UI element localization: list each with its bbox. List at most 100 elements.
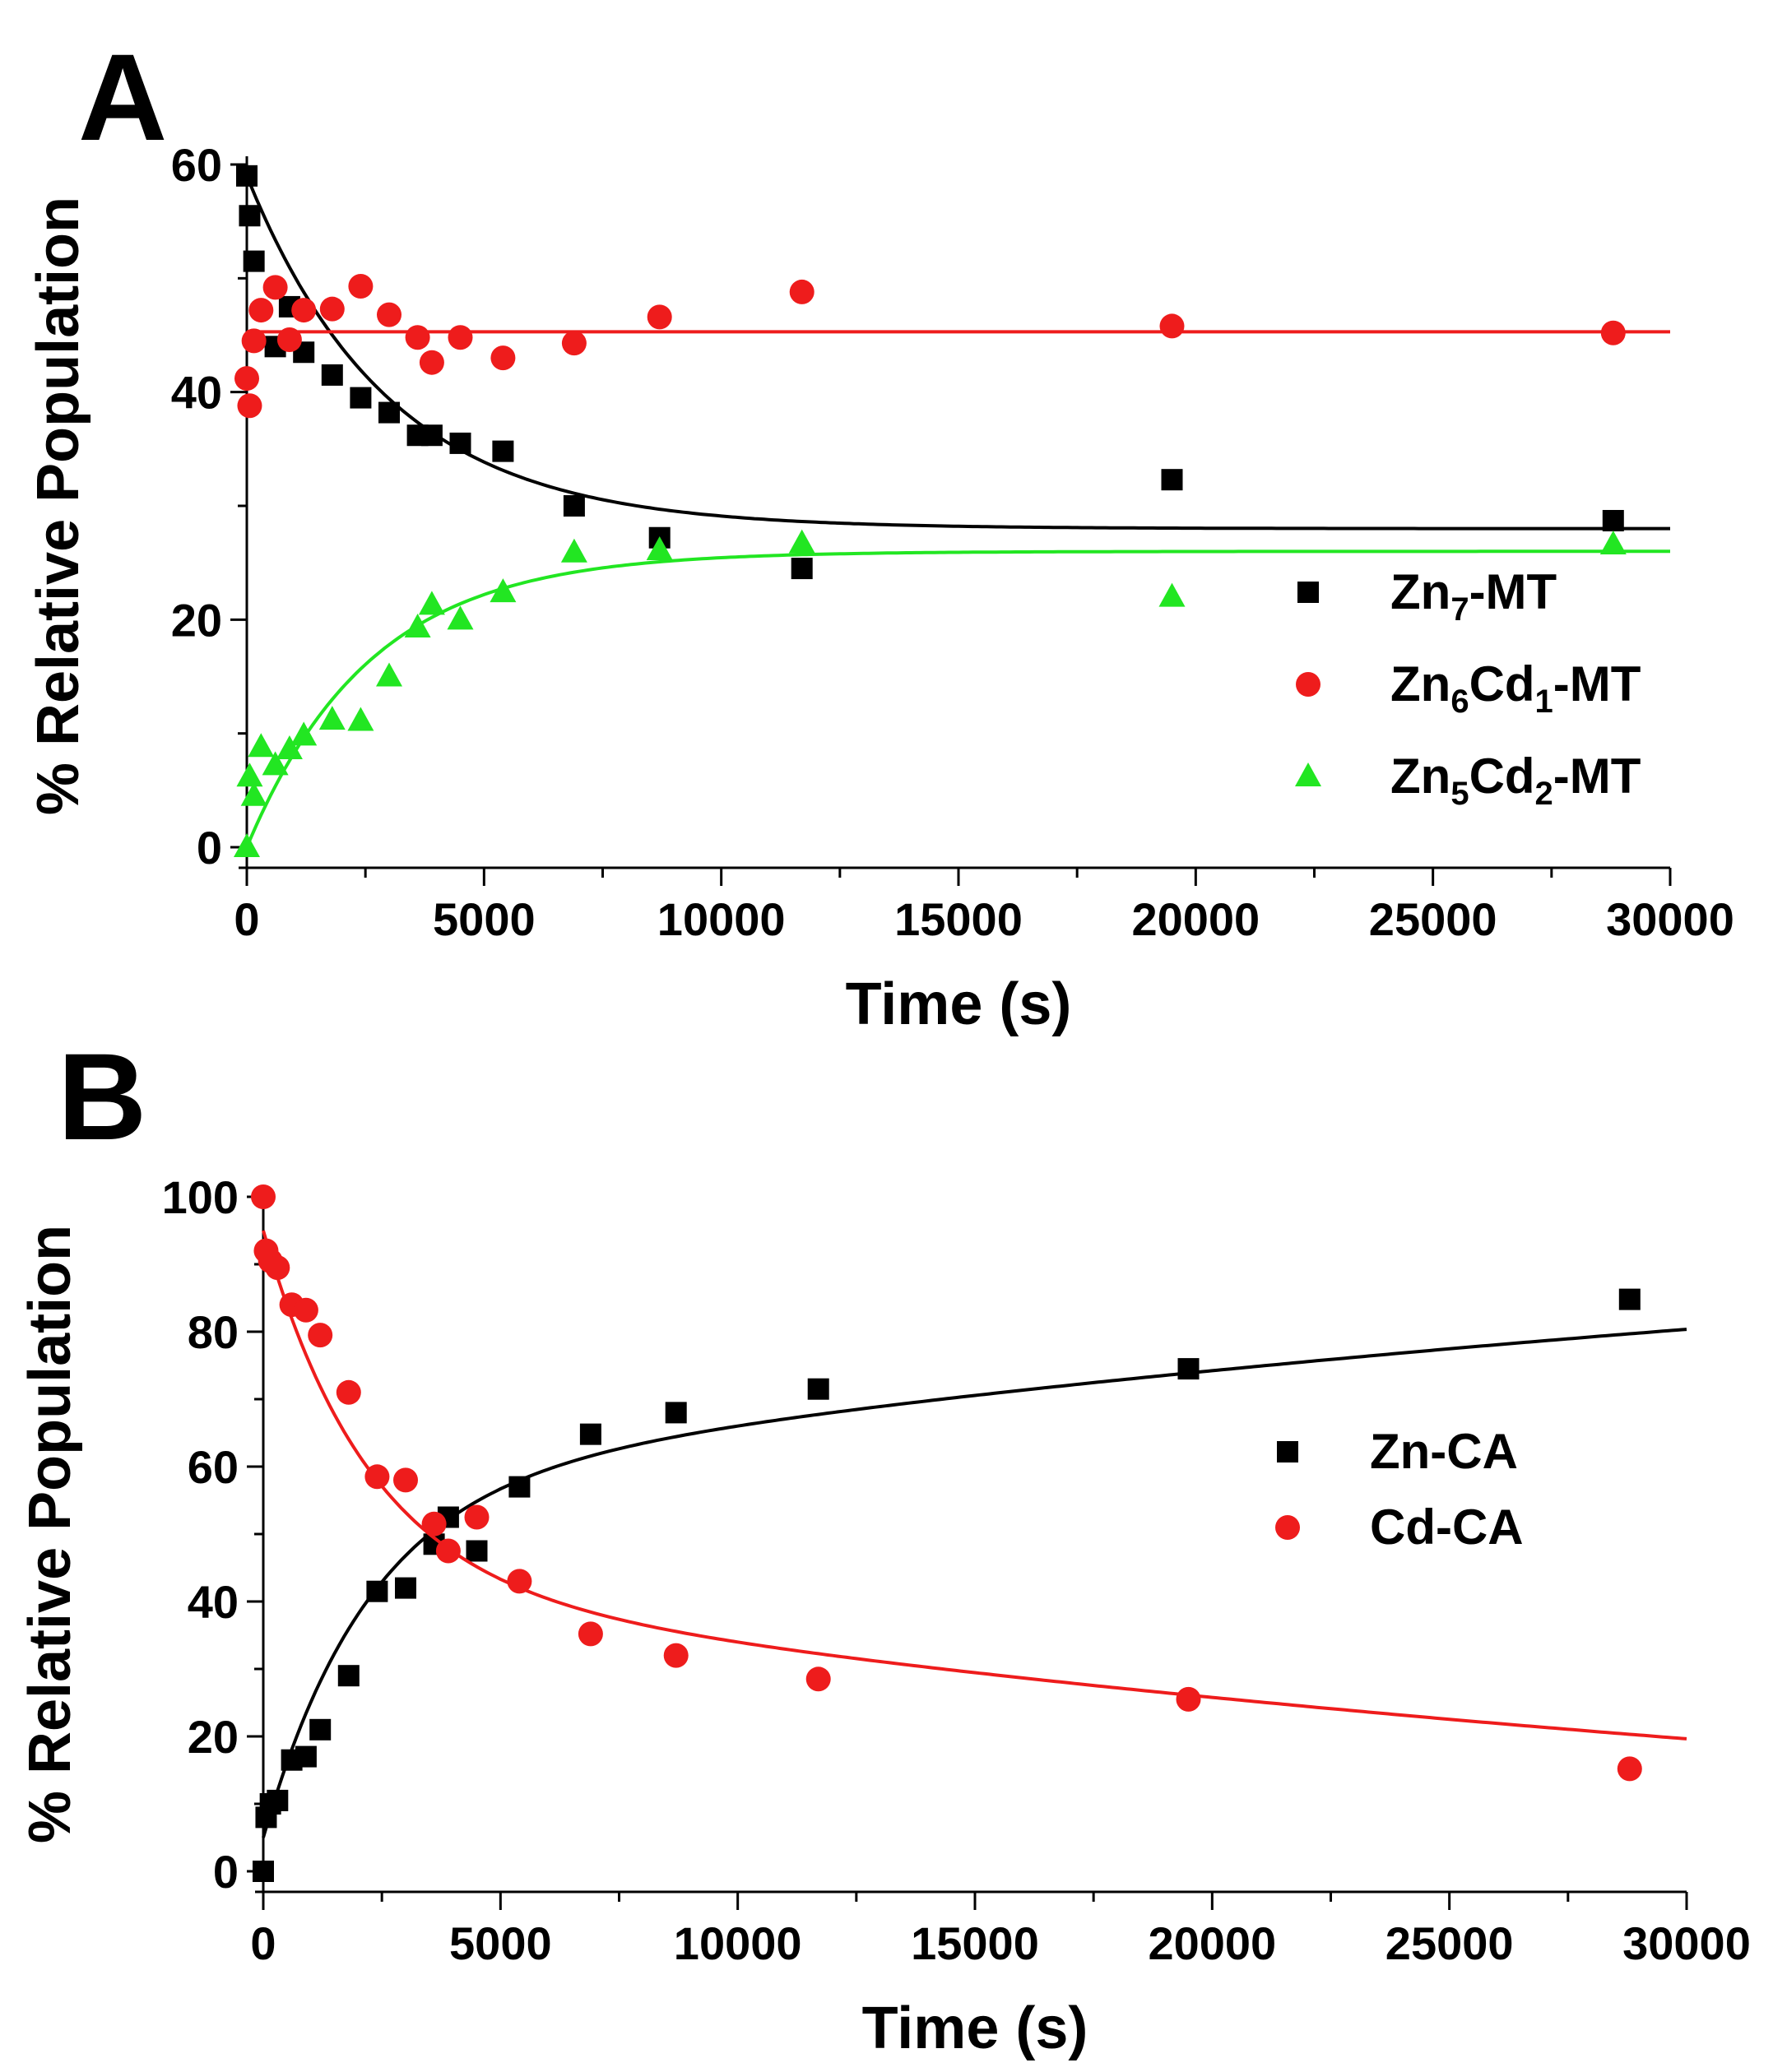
legend-label: Zn5Cd2-MT [1390,749,1641,812]
legend-entry: Zn-CA [1277,1424,1518,1479]
data-point [1159,313,1185,339]
data-point [321,364,343,386]
legend-label: Zn6Cd1-MT [1390,656,1641,720]
data-point [378,401,400,424]
data-point [253,1861,274,1882]
data-point [1602,509,1624,531]
data-point [248,298,274,323]
data-point [234,366,259,392]
data-point [309,1718,332,1741]
data-point [578,1621,603,1647]
data-point [350,387,372,409]
data-point [791,558,813,580]
data-point [318,706,346,730]
data-point [336,1379,361,1405]
data-point [1158,582,1186,607]
y-tick-label: 40 [188,1576,239,1628]
data-point [492,440,514,462]
data-point [366,1580,388,1602]
data-point [236,165,258,187]
legend-label: Zn-CA [1370,1424,1518,1479]
x-tick-label: 20000 [1131,893,1260,945]
y-tick-label: 20 [188,1711,239,1763]
data-point [395,1577,416,1599]
fit-line [245,175,1670,531]
x-tick-label: 10000 [657,893,786,945]
data-point [579,1423,601,1445]
data-point [405,325,430,350]
legend-entry: Cd-CA [1275,1500,1524,1555]
x-axis-title: Time (s) [862,1996,1088,2061]
data-point [490,578,517,603]
data-point [337,1665,360,1687]
data-point [805,1666,831,1692]
x-tick-label: 25000 [1385,1917,1514,1969]
x-tick-label: 10000 [674,1917,802,1969]
data-point [290,721,318,746]
data-point [507,1569,532,1594]
data-point [1617,1756,1642,1782]
series-Zn-CA [253,1288,1687,1882]
data-point [291,298,317,323]
chart-panel-A: A 0 5000 10000 15000 20000 25000 30000 0 20 40 60 Ti… [26,28,1734,1037]
data-point [404,614,431,638]
legend-label: Cd-CA [1370,1500,1524,1555]
data-point [364,1464,390,1490]
data-point [393,1467,418,1493]
x-axis-title: Time (s) [846,971,1072,1037]
data-point [466,1540,488,1562]
data-point [251,1184,276,1209]
data-point [241,328,267,354]
data-point [561,331,587,356]
data-point [319,296,345,322]
data-point [646,535,673,560]
data-point [807,1378,829,1400]
panel-label: A [78,28,167,166]
data-point [262,275,288,300]
data-point [1600,320,1626,345]
fit-line [262,1328,1687,1838]
legend-entry: Zn7-MT [1297,564,1557,628]
legend-marker [1275,1515,1300,1540]
data-point [464,1504,490,1530]
data-point [236,763,263,787]
series-Zn6Cd1-MT [234,274,1670,419]
data-point [1618,1288,1641,1310]
y-tick-label: 100 [162,1171,239,1223]
fit-line [262,1230,1687,1741]
legend-marker [1296,672,1320,697]
data-point [295,1745,317,1768]
data-point [665,1402,687,1424]
data-point [1177,1358,1200,1380]
data-point [276,735,303,760]
data-point [1161,469,1183,491]
x-tick-label: 0 [250,1917,276,1969]
data-point [449,432,471,454]
x-tick-label: 0 [234,893,259,945]
x-tick-label: 30000 [1622,1917,1751,1969]
fit-line [245,549,1670,848]
y-tick-label: 60 [171,139,222,191]
legend-entry: Zn5Cd2-MT [1295,749,1641,812]
data-point [663,1643,689,1668]
data-point [788,529,815,554]
x-tick-label: 25000 [1369,893,1497,945]
y-tick-label: 0 [213,1846,239,1898]
x-tick-label: 20000 [1148,1917,1276,1969]
legend-marker [1277,1441,1298,1462]
legend-marker [1297,582,1319,603]
chart-panel-B: B 0 5000 10000 15000 20000 25000 30000 0 20 40 60 80… [17,1027,1751,2061]
y-tick-label: 20 [171,594,222,646]
data-point [267,1789,289,1811]
y-tick-label: 40 [171,367,222,419]
data-point [508,1476,531,1498]
data-point [418,591,445,615]
data-point [490,345,516,371]
data-point [420,424,443,447]
series-Zn5Cd2-MT [234,529,1670,857]
x-tick-label: 30000 [1606,893,1734,945]
data-point [1176,1686,1201,1712]
data-point [243,250,265,272]
y-tick-label: 60 [188,1441,239,1493]
